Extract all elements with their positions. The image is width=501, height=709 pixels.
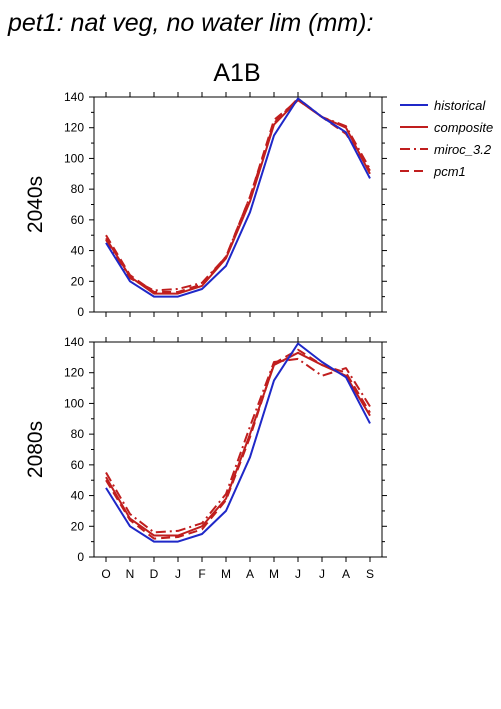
y-tick-label: 60 <box>71 213 85 227</box>
y-tick-label: 120 <box>64 366 84 380</box>
y-tick-label: 40 <box>71 489 85 503</box>
x-tick-label: A <box>342 567 350 581</box>
y-tick-label: 20 <box>71 274 85 288</box>
panel-label: 2080s <box>24 421 47 478</box>
chart-title: A1B <box>213 59 260 87</box>
y-tick-label: 0 <box>77 305 84 319</box>
y-tick-label: 20 <box>71 519 85 533</box>
chart-panels: 0 20 40 60 80 100 120 140 2040s 0 20 40 60 80 100 120 14… <box>24 90 387 581</box>
x-tick-label: M <box>221 567 231 581</box>
panel-2040s: 0 20 40 60 80 100 120 140 2040s <box>24 90 387 319</box>
y-tick-label: 140 <box>64 335 84 349</box>
page-title: pet1: nat veg, no water lim (mm): <box>7 9 373 37</box>
y-tick-label: 60 <box>71 458 85 472</box>
panel-2080s: 0 20 40 60 80 100 120 140 O N D J F M A M J J A S 2080s <box>24 335 387 581</box>
series-line-composite <box>105 99 371 295</box>
series-line-miroc_3.2 <box>105 97 371 292</box>
series-line-pcm1 <box>105 99 371 293</box>
x-tick-label: A <box>246 567 254 581</box>
y-tick-label: 80 <box>71 427 85 441</box>
x-tick-label: M <box>269 567 279 581</box>
y-tick-label: 80 <box>71 182 85 196</box>
x-tick-label: F <box>198 567 205 581</box>
series-line-historical <box>105 342 371 543</box>
x-tick-label: J <box>175 567 181 581</box>
legend-label-pcm1: pcm1 <box>433 164 466 179</box>
x-tick-label: D <box>150 567 159 581</box>
y-tick-label: 100 <box>64 151 84 165</box>
y-tick-label: 40 <box>71 244 85 258</box>
series-line-historical <box>105 97 371 298</box>
legend: historical composite miroc_3.2 pcm1 <box>400 98 493 179</box>
x-tick-label: S <box>366 567 374 581</box>
x-tick-label: J <box>319 567 325 581</box>
series-line-pcm1 <box>105 348 371 540</box>
x-tick-label: N <box>126 567 135 581</box>
series-line-miroc_3.2 <box>105 357 371 534</box>
legend-label-historical: historical <box>434 98 486 113</box>
plot-frame <box>93 96 383 313</box>
series-line-composite <box>105 351 371 537</box>
y-tick-label: 120 <box>64 121 84 135</box>
legend-label-miroc_3.2: miroc_3.2 <box>434 142 492 157</box>
x-tick-label: J <box>295 567 301 581</box>
y-tick-label: 0 <box>77 550 84 564</box>
panel-label: 2040s <box>24 176 47 233</box>
y-tick-label: 100 <box>64 396 84 410</box>
y-tick-label: 140 <box>64 90 84 104</box>
legend-label-composite: composite <box>434 120 493 135</box>
x-tick-label: O <box>101 567 110 581</box>
